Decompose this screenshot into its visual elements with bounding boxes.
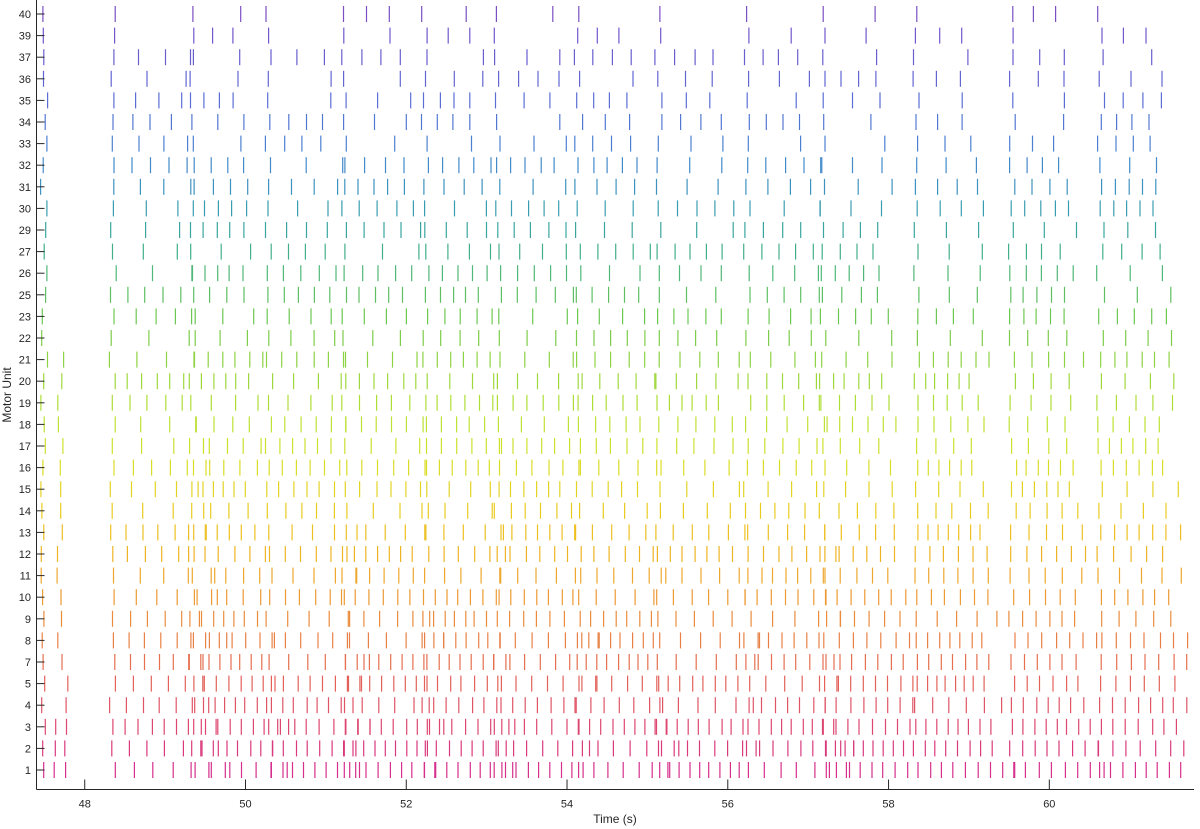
y-tick-label: 35 bbox=[19, 95, 31, 107]
y-tick-label: 36 bbox=[19, 74, 31, 86]
y-tick-label: 5 bbox=[25, 679, 31, 691]
y-tick-label: 27 bbox=[19, 247, 31, 259]
x-tick-label: 50 bbox=[239, 799, 251, 811]
y-tick-label: 7 bbox=[25, 657, 31, 669]
y-tick-label: 3 bbox=[25, 722, 31, 734]
y-tick-label: 8 bbox=[25, 635, 31, 647]
y-tick-label: 17 bbox=[19, 441, 31, 453]
y-tick-label: 39 bbox=[19, 31, 31, 43]
x-axis-ticks: 48 50 52 54 56 58 60 bbox=[79, 779, 1055, 811]
y-tick-label: 13 bbox=[19, 527, 31, 539]
y-tick-label: 19 bbox=[19, 398, 31, 410]
y-tick-label: 4 bbox=[25, 700, 31, 712]
y-tick-label: 29 bbox=[19, 225, 31, 237]
x-tick-label: 54 bbox=[561, 799, 573, 811]
x-tick-label: 58 bbox=[882, 799, 894, 811]
spike-raster bbox=[39, 6, 1189, 778]
x-tick-label: 56 bbox=[722, 799, 734, 811]
y-tick-label: 37 bbox=[19, 52, 31, 64]
y-tick-label: 40 bbox=[19, 9, 31, 21]
y-axis-ticks: 1234578910111213141516171819202122232526… bbox=[19, 9, 45, 777]
y-tick-label: 22 bbox=[19, 333, 31, 345]
y-tick-label: 2 bbox=[25, 743, 31, 755]
y-tick-label: 16 bbox=[19, 463, 31, 475]
y-tick-label: 11 bbox=[20, 571, 31, 583]
x-tick-label: 60 bbox=[1043, 799, 1055, 811]
x-tick-label: 48 bbox=[79, 799, 91, 811]
y-axis-label: Motor Unit bbox=[0, 367, 14, 423]
y-tick-label: 12 bbox=[19, 549, 31, 561]
y-tick-label: 32 bbox=[19, 160, 31, 172]
y-tick-label: 21 bbox=[19, 355, 31, 367]
y-tick-label: 23 bbox=[19, 311, 31, 323]
y-tick-label: 18 bbox=[19, 419, 31, 431]
y-tick-label: 10 bbox=[19, 592, 31, 604]
y-tick-label: 26 bbox=[19, 268, 31, 280]
y-tick-label: 1 bbox=[25, 765, 31, 777]
y-tick-label: 14 bbox=[19, 506, 31, 518]
y-tick-label: 31 bbox=[19, 182, 31, 194]
x-axis-label: Time (s) bbox=[593, 812, 637, 826]
y-tick-label: 15 bbox=[19, 484, 31, 496]
y-tick-label: 9 bbox=[25, 614, 31, 626]
y-tick-label: 25 bbox=[19, 290, 31, 302]
y-tick-label: 34 bbox=[19, 117, 31, 129]
y-tick-label: 20 bbox=[19, 376, 31, 388]
y-tick-label: 33 bbox=[19, 139, 31, 151]
y-tick-label: 30 bbox=[19, 203, 31, 215]
x-tick-label: 52 bbox=[400, 799, 412, 811]
